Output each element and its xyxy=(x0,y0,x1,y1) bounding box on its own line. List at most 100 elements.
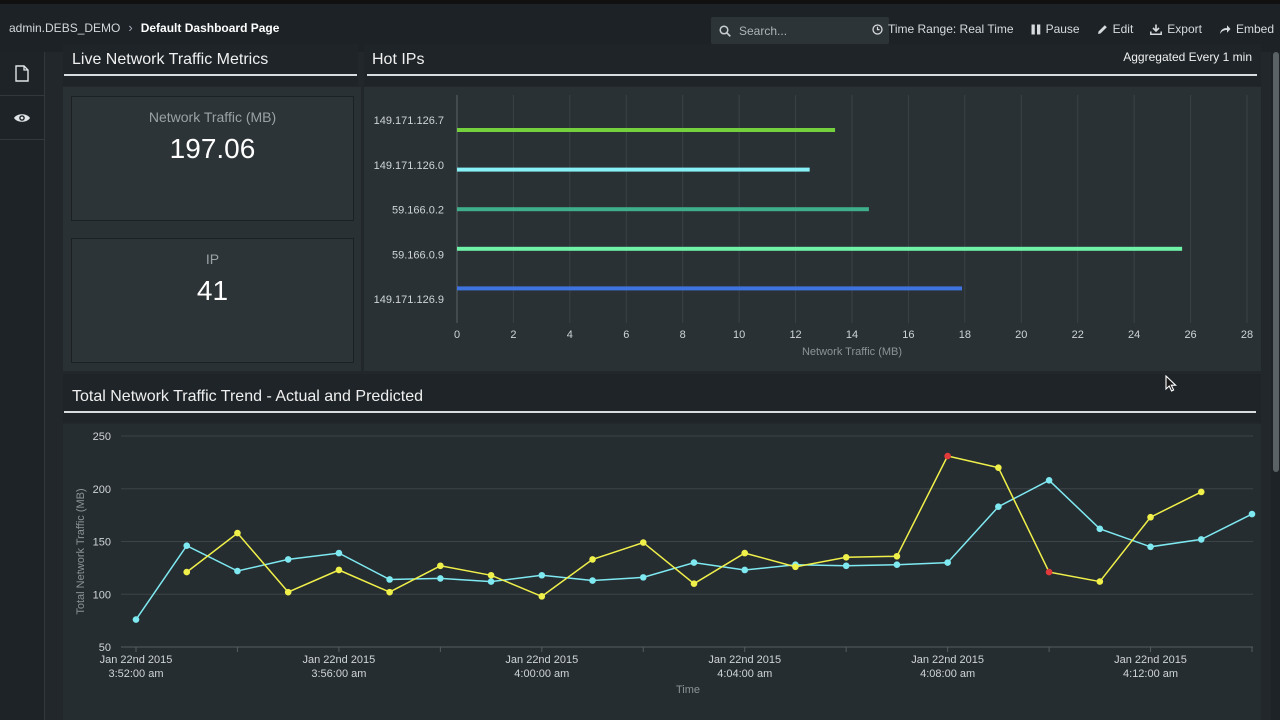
ip-metric-card: IP 41 xyxy=(71,238,354,363)
trend-x-tick-date: Jan 22nd 2015 xyxy=(911,654,984,666)
trend-point-actual[interactable] xyxy=(487,578,495,585)
trend-point-predicted[interactable] xyxy=(1147,513,1154,521)
mouse-cursor-icon xyxy=(1165,375,1177,392)
trend-header xyxy=(63,374,1261,422)
trend-point-predicted[interactable] xyxy=(690,580,698,587)
pause-icon xyxy=(1031,24,1040,34)
trend-point-predicted[interactable] xyxy=(792,563,799,571)
trend-point-actual[interactable] xyxy=(1147,543,1154,551)
hot-ips-header xyxy=(364,44,1261,86)
document-icon xyxy=(15,65,29,82)
trend-point-actual[interactable] xyxy=(386,576,393,583)
scrollbar-thumb[interactable] xyxy=(1273,52,1279,472)
trend-point-predicted[interactable] xyxy=(335,566,343,574)
hot-ips-category-label: 149.171.126.9 xyxy=(374,294,444,306)
trend-point-predicted[interactable] xyxy=(995,464,1002,471)
pause-button[interactable]: Pause xyxy=(1031,22,1080,36)
pause-label: Pause xyxy=(1045,22,1080,36)
trend-x-tick-time: 4:00:00 am xyxy=(514,668,569,680)
trend-point-predicted[interactable] xyxy=(386,588,393,596)
search-box[interactable] xyxy=(711,17,889,44)
sidebar-item-view[interactable] xyxy=(0,96,44,140)
trend-point-predicted[interactable] xyxy=(538,593,546,600)
trend-point-predicted[interactable] xyxy=(842,554,850,561)
live-metrics-underline xyxy=(64,74,357,76)
trend-point-predicted[interactable] xyxy=(437,562,444,570)
trend-x-tick-date: Jan 22nd 2015 xyxy=(100,654,173,666)
trend-x-tick-time: 4:04:00 am xyxy=(717,668,772,680)
time-range-button[interactable]: Time Range: Real Time xyxy=(872,22,1014,36)
trend-y-tick: 150 xyxy=(93,537,111,549)
trend-point-actual[interactable] xyxy=(234,567,241,575)
sidebar-item-pages[interactable] xyxy=(0,52,44,96)
hot-ips-x-tick: 24 xyxy=(1128,329,1140,341)
breadcrumb: admin.DEBS_DEMO › Default Dashboard Page xyxy=(9,20,279,35)
hot-ips-x-tick: 20 xyxy=(1015,329,1027,341)
trend-x-tick-date: Jan 22nd 2015 xyxy=(505,654,578,666)
trend-point-predicted[interactable] xyxy=(589,556,596,563)
trend-point-actual[interactable] xyxy=(284,556,292,563)
search-input[interactable] xyxy=(739,23,879,38)
trend-point-predicted[interactable] xyxy=(234,529,241,537)
hot-ips-bar[interactable] xyxy=(457,246,1183,251)
page-scrollbar[interactable] xyxy=(1271,52,1280,720)
hot-ips-x-tick: 8 xyxy=(680,329,686,341)
trend-point-actual[interactable] xyxy=(1248,510,1256,518)
trend-x-tick-time: 3:52:00 am xyxy=(108,668,163,680)
hot-ips-x-tick: 16 xyxy=(902,329,914,341)
trend-point-predicted[interactable] xyxy=(639,539,647,546)
trend-point-predicted[interactable] xyxy=(1096,578,1104,585)
live-metrics-header xyxy=(63,44,358,86)
hot-ips-category-label: 59.166.0.2 xyxy=(392,205,444,217)
embed-button[interactable]: Embed xyxy=(1219,22,1274,36)
trend-point-actual[interactable] xyxy=(944,559,951,566)
hot-ips-bar[interactable] xyxy=(457,128,836,132)
breadcrumb-user[interactable]: admin.DEBS_DEMO xyxy=(9,20,121,35)
trend-point-actual[interactable] xyxy=(741,566,749,574)
hot-ips-bar[interactable] xyxy=(457,286,963,291)
trend-point-anomaly[interactable] xyxy=(944,452,951,460)
trend-point-actual[interactable] xyxy=(842,562,850,570)
trend-point-predicted[interactable] xyxy=(741,549,749,557)
hot-ips-bar[interactable] xyxy=(457,207,869,212)
traffic-metric-label: Network Traffic (MB) xyxy=(148,109,277,125)
trend-point-actual[interactable] xyxy=(639,574,647,581)
hot-ips-x-tick: 0 xyxy=(454,329,460,341)
trend-point-predicted[interactable] xyxy=(183,568,191,576)
trend-point-actual[interactable] xyxy=(893,561,901,569)
download-icon xyxy=(1150,24,1163,35)
hot-ips-bar[interactable] xyxy=(457,167,810,172)
trend-x-tick-date: Jan 22nd 2015 xyxy=(303,654,376,666)
traffic-metric-card: Network Traffic (MB) 197.06 xyxy=(71,96,354,221)
trend-point-predicted[interactable] xyxy=(284,588,292,596)
hot-ips-x-tick: 14 xyxy=(846,329,858,341)
export-button[interactable]: Export xyxy=(1150,22,1202,36)
hot-ips-aggregation: Aggregated Every 1 min xyxy=(1123,50,1252,64)
trend-x-tick-date: Jan 22nd 2015 xyxy=(708,654,781,666)
ip-metric-label: IP xyxy=(205,251,220,267)
hot-ips-x-tick: 22 xyxy=(1072,329,1084,341)
trend-point-actual[interactable] xyxy=(1045,477,1053,484)
edit-button[interactable]: Edit xyxy=(1097,22,1133,36)
trend-y-tick: 250 xyxy=(93,431,111,443)
trend-point-actual[interactable] xyxy=(335,549,343,557)
trend-point-actual[interactable] xyxy=(538,571,546,579)
trend-point-predicted[interactable] xyxy=(893,552,901,560)
trend-point-actual[interactable] xyxy=(690,559,698,566)
trend-point-actual[interactable] xyxy=(1197,536,1205,543)
trend-point-predicted[interactable] xyxy=(1197,488,1205,496)
trend-point-anomaly[interactable] xyxy=(1045,568,1053,576)
live-metrics-title: Live Network Traffic Metrics xyxy=(72,51,269,68)
trend-point-actual[interactable] xyxy=(183,542,191,550)
trend-chart: 50 100 150 200 250 Jan 22nd 2015 3:52:00 am Jan… xyxy=(75,431,1256,696)
trend-point-actual[interactable] xyxy=(132,616,140,623)
eye-icon xyxy=(14,113,30,122)
trend-y-tick: 100 xyxy=(93,589,111,601)
trend-point-actual[interactable] xyxy=(437,575,444,582)
embed-label: Embed xyxy=(1235,22,1274,36)
trend-point-actual[interactable] xyxy=(1096,525,1104,533)
trend-point-predicted[interactable] xyxy=(487,571,495,579)
hot-ips-category-label: 149.171.126.0 xyxy=(374,160,444,172)
trend-point-actual[interactable] xyxy=(589,577,596,584)
trend-point-actual[interactable] xyxy=(995,503,1002,510)
